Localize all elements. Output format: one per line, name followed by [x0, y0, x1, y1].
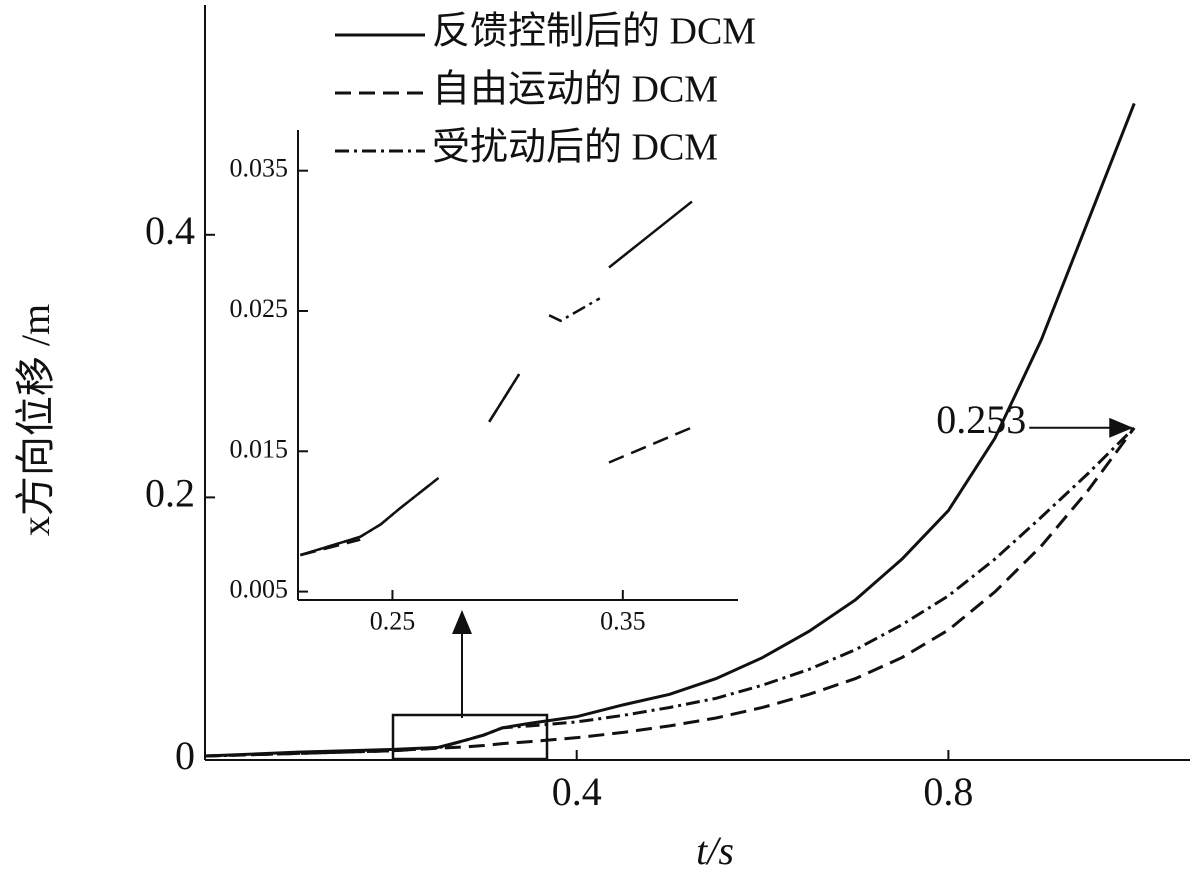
series-line — [204, 102, 1136, 758]
y-tick-label: 0.015 — [230, 434, 289, 463]
y-tick-label: 0.2 — [145, 471, 195, 516]
x-axis-label: t/s — [696, 828, 734, 873]
annotation-label: 0.253 — [936, 397, 1026, 442]
legend-label: 受扰动后的 DCM — [432, 127, 718, 169]
y-tick-label: 0.4 — [145, 208, 195, 253]
y-tick-label: 0 — [175, 733, 195, 778]
series-line — [204, 426, 1136, 758]
inset-background — [298, 128, 738, 600]
x-tick-label: 0.35 — [600, 606, 646, 635]
y-tick-label: 0.025 — [230, 294, 289, 323]
x-tick-label: 0.8 — [923, 769, 973, 814]
y-tick-label: 0.035 — [230, 154, 289, 183]
y-tick-label: 0.005 — [230, 575, 289, 604]
series-line — [299, 426, 693, 557]
y-axis-label: x方向位移 /m — [13, 304, 58, 536]
legend-label: 自由运动的 DCM — [432, 69, 718, 111]
series-line — [204, 426, 1136, 758]
x-tick-label: 0.4 — [552, 769, 602, 814]
legend-label: 反馈控制后的 DCM — [432, 11, 756, 53]
zoom-box — [391, 713, 549, 761]
x-tick-label: 0.25 — [370, 606, 416, 635]
